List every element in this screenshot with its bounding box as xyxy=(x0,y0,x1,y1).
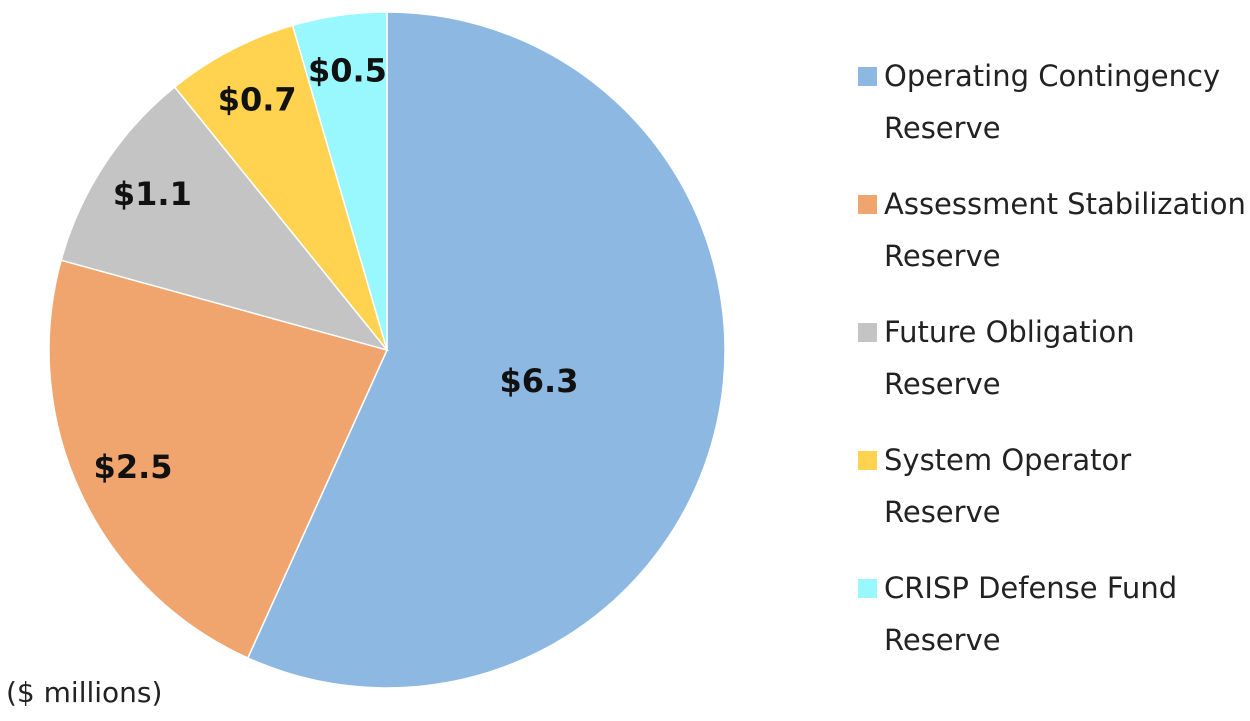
legend-label: CRISP Defense Fund Reserve xyxy=(884,571,1178,657)
legend-item: Operating Contingency Reserve xyxy=(858,50,1248,178)
data-label: $2.5 xyxy=(94,448,173,486)
data-label: $1.1 xyxy=(113,175,192,213)
legend-item: Assessment Stabilization Reserve xyxy=(858,178,1248,306)
pie-slice xyxy=(60,85,390,352)
legend-swatch xyxy=(858,323,877,342)
legend-item: System Operator Reserve xyxy=(858,434,1248,562)
pie-slice xyxy=(173,24,388,351)
pie-slice xyxy=(246,11,726,689)
pie-slice xyxy=(48,259,389,659)
legend-swatch xyxy=(858,67,877,86)
legend-label: Assessment Stabilization Reserve xyxy=(884,187,1246,273)
data-label: $0.7 xyxy=(218,80,297,118)
annotation: ($ millions) xyxy=(6,676,163,709)
pie-chart: $6.3 $2.5 $1.1 $0.7 $0.5 xyxy=(48,11,726,689)
legend-swatch xyxy=(858,579,877,598)
legend: Operating Contingency Reserve Assessment … xyxy=(858,50,1248,690)
data-label: $6.3 xyxy=(500,362,579,400)
legend-swatch xyxy=(858,451,877,470)
data-label: $0.5 xyxy=(308,51,387,89)
legend-item: Future Obligation Reserve xyxy=(858,306,1248,434)
pie-slice xyxy=(291,11,388,351)
legend-item: CRISP Defense Fund Reserve xyxy=(858,562,1248,690)
legend-label: Operating Contingency Reserve xyxy=(884,59,1221,145)
legend-label: System Operator Reserve xyxy=(884,443,1132,529)
legend-label: Future Obligation Reserve xyxy=(884,315,1135,401)
legend-swatch xyxy=(858,195,877,214)
